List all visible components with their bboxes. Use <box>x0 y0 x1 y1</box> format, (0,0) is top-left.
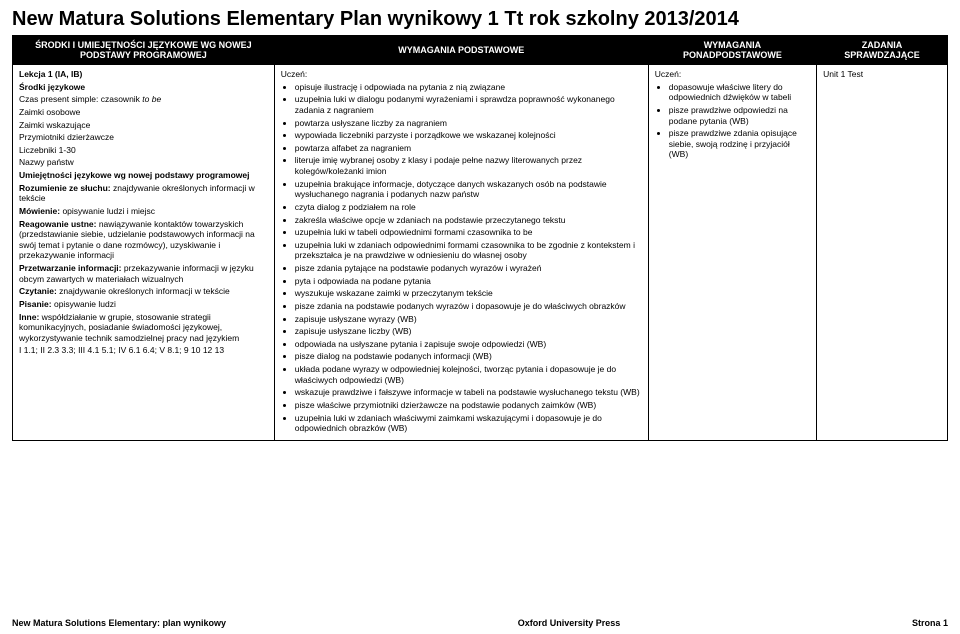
list-item: uzupełnia luki w zdaniach właściwymi zai… <box>295 413 642 434</box>
list-item: wyszukuje wskazane zaimki w przeczytanym… <box>295 288 642 299</box>
list-item: pisze właściwe przymiotniki dzierżawcze … <box>295 400 642 411</box>
list-item: opisuje ilustrację i odpowiada na pytani… <box>295 82 642 93</box>
list-item: pisze prawdziwe zdania opisujące siebie,… <box>669 128 810 160</box>
table-row: Lekcja 1 (IA, IB) Środki językowe Czas p… <box>13 65 948 441</box>
umiejetnosci-heading: Umiejętności językowe wg nowej podstawy … <box>19 170 268 181</box>
line: Inne: współdziałanie w grupie, stosowani… <box>19 312 268 344</box>
list-item: zapisuje usłyszane liczby (WB) <box>295 326 642 337</box>
footer-left: New Matura Solutions Elementary: plan wy… <box>12 618 226 628</box>
list-item: uzupełnia luki w dialogu podanymi wyraże… <box>295 94 642 115</box>
list-item: układa podane wyrazy w odpowiedniej kole… <box>295 364 642 385</box>
lead-text: Uczeń: <box>655 69 810 80</box>
list-item: powtarza usłyszane liczby za nagraniem <box>295 118 642 129</box>
list-item: uzupełnia luki w zdaniach odpowiednimi f… <box>295 240 642 261</box>
list-item: pisze dialog na podstawie podanych infor… <box>295 351 642 362</box>
list-item: dopasowuje właściwe litery do odpowiedni… <box>669 82 810 103</box>
list-item: wypowiada liczebniki parzyste i porządko… <box>295 130 642 141</box>
list-item: odpowiada na usłyszane pytania i zapisuj… <box>295 339 642 350</box>
cell-skills: Lekcja 1 (IA, IB) Środki językowe Czas p… <box>13 65 275 441</box>
line: Nazwy państw <box>19 157 268 168</box>
list-item: pisze zdania na podstawie podanych wyraz… <box>295 301 642 312</box>
line: Czytanie: znajdywanie określonych inform… <box>19 286 268 297</box>
basic-req-list: opisuje ilustrację i odpowiada na pytani… <box>281 82 642 434</box>
list-item: literuje imię wybranej osoby z klasy i p… <box>295 155 642 176</box>
header-col1: ŚRODKI I UMIEJĘTNOŚCI JĘZYKOWE WG NOWEJ … <box>13 36 275 65</box>
curriculum-table: ŚRODKI I UMIEJĘTNOŚCI JĘZYKOWE WG NOWEJ … <box>12 35 948 441</box>
line: Zaimki osobowe <box>19 107 268 118</box>
advanced-req-list: dopasowuje właściwe litery do odpowiedni… <box>655 82 810 160</box>
srodki-heading: Środki językowe <box>19 82 268 93</box>
line: Liczebniki 1-30 <box>19 145 268 156</box>
header-col4: ZADANIA SPRAWDZAJĄCE <box>817 36 948 65</box>
header-col2: WYMAGANIA PODSTAWOWE <box>274 36 648 65</box>
list-item: uzupełnia luki w tabeli odpowiednimi for… <box>295 227 642 238</box>
list-item: pisze prawdziwe odpowiedzi na podane pyt… <box>669 105 810 126</box>
list-item: wskazuje prawdziwe i fałszywe informacje… <box>295 387 642 398</box>
list-item: powtarza alfabet za nagraniem <box>295 143 642 154</box>
page-footer: New Matura Solutions Elementary: plan wy… <box>12 618 948 628</box>
line-tense: Czas present simple: czasownik to be <box>19 94 268 105</box>
list-item: czyta dialog z podziałem na role <box>295 202 642 213</box>
line: Przymiotniki dzierżawcze <box>19 132 268 143</box>
line: Zaimki wskazujące <box>19 120 268 131</box>
list-item: zapisuje usłyszane wyrazy (WB) <box>295 314 642 325</box>
list-item: uzupełnia brakujące informacje, dotycząc… <box>295 179 642 200</box>
cell-advanced-req: Uczeń: dopasowuje właściwe litery do odp… <box>648 65 816 441</box>
footer-center: Oxford University Press <box>518 618 621 628</box>
lead-text: Uczeń: <box>281 69 642 80</box>
line: Reagowanie ustne: nawiązywanie kontaktów… <box>19 219 268 262</box>
lesson-label: Lekcja 1 (IA, IB) <box>19 69 268 80</box>
header-col3: WYMAGANIA PONADPODSTAWOWE <box>648 36 816 65</box>
line: Pisanie: opisywanie ludzi <box>19 299 268 310</box>
curriculum-codes: I 1.1; II 2.3 3.3; III 4.1 5.1; IV 6.1 6… <box>19 345 268 356</box>
list-item: pisze zdania pytające na podstawie podan… <box>295 263 642 274</box>
line: Rozumienie ze słuchu: znajdywanie określ… <box>19 183 268 204</box>
line: Mówienie: opisywanie ludzi i miejsc <box>19 206 268 217</box>
line: Przetwarzanie informacji: przekazywanie … <box>19 263 268 284</box>
cell-basic-req: Uczeń: opisuje ilustrację i odpowiada na… <box>274 65 648 441</box>
cell-tasks: Unit 1 Test <box>817 65 948 441</box>
footer-right: Strona 1 <box>912 618 948 628</box>
list-item: zakreśla właściwe opcje w zdaniach na po… <box>295 215 642 226</box>
task-text: Unit 1 Test <box>823 69 941 80</box>
page-title: New Matura Solutions Elementary Plan wyn… <box>12 8 948 31</box>
list-item: pyta i odpowiada na podane pytania <box>295 276 642 287</box>
